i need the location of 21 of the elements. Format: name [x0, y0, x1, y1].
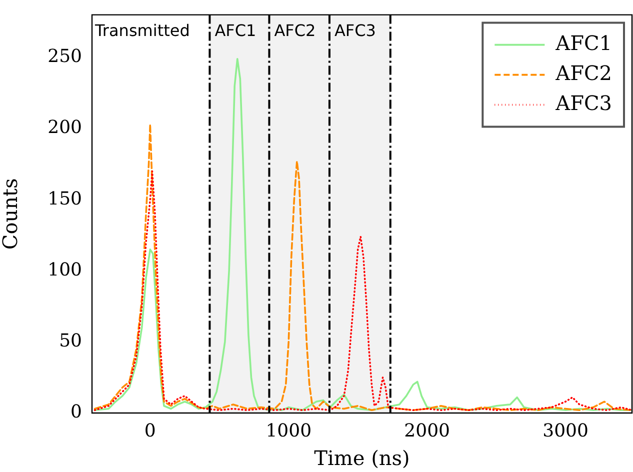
y-tick-label: 50	[59, 330, 82, 352]
line-series	[94, 170, 632, 412]
legend-label: AFC3	[554, 91, 612, 116]
band-label: AFC3	[334, 20, 376, 40]
legend-label: AFC1	[554, 31, 612, 56]
y-tick-label: 0	[70, 402, 82, 423]
y-axis-title: Counts	[0, 178, 22, 250]
y-tick-label: 100	[48, 259, 82, 280]
band-label: AFC2	[274, 20, 316, 40]
y-tick-label: 250	[48, 46, 82, 68]
x-tick-label: 0	[144, 420, 156, 442]
legend-label: AFC2	[554, 61, 612, 86]
y-tick-label: 200	[48, 117, 82, 138]
x-tick-label: 2000	[404, 420, 450, 442]
x-tick-label: 1000	[266, 420, 312, 442]
y-tick-label: 150	[48, 188, 82, 210]
line-series	[94, 123, 632, 412]
band-label: AFC1	[214, 20, 256, 40]
x-tick-label: 3000	[542, 420, 588, 442]
x-axis-title: Time (ns)	[314, 446, 410, 470]
annotation: Transmitted	[94, 20, 190, 40]
